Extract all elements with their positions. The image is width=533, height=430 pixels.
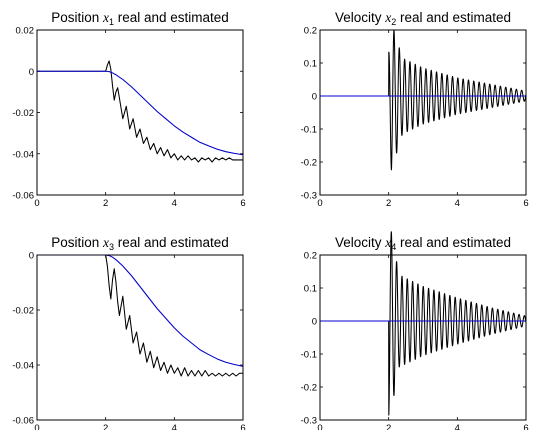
chart-title-suffix: real and estimated [396, 10, 511, 25]
y-tick-label: 0 [312, 92, 317, 103]
y-tick-label: -0.06 [12, 416, 34, 427]
x-tick-label: 4 [172, 198, 177, 209]
chart-title-var: x [102, 235, 109, 250]
y-tick-label: 0 [29, 251, 34, 262]
plot-frame [36, 254, 244, 421]
x-tick-label: 0 [34, 423, 39, 430]
estimated-series-line [37, 254, 244, 367]
x-tick-label: 6 [240, 198, 245, 209]
y-tick-label: 0.1 [304, 59, 317, 70]
real-series-line [320, 29, 527, 171]
y-tick-label: 0.02 [16, 26, 35, 37]
chart-title-suffix: real and estimated [114, 10, 229, 25]
y-tick-label: -0.1 [301, 125, 317, 136]
plot-frame-outline [319, 254, 527, 421]
series-group [320, 29, 527, 171]
series-group [320, 231, 527, 416]
chart-title-prefix: Position [51, 235, 103, 250]
chart-title: Position x1 real and estimated [51, 10, 229, 27]
y-tick-label: 0 [312, 317, 317, 328]
chart-1: 0 2 4 6 -0.06 -0.04 -0.02 0 0.02 Position x1 real… [12, 10, 245, 209]
y-tick-label: -0.04 [12, 149, 34, 160]
chart-title-prefix: Velocity [335, 235, 385, 250]
chart-title-var: x [384, 235, 391, 250]
plot-frame [36, 29, 244, 196]
x-tick-label: 4 [455, 423, 460, 430]
y-tick-label: -0.2 [301, 158, 317, 169]
x-tick-label: 6 [240, 423, 245, 430]
chart-title: Velocity x2 real and estimated [335, 10, 511, 27]
y-tick-label: 0.2 [304, 251, 317, 262]
y-tick-label: -0.02 [12, 306, 34, 317]
plot-frame [319, 254, 527, 421]
chart-title: Position x3 real and estimated [51, 235, 229, 252]
y-tick-label: 0.2 [304, 26, 317, 37]
y-tick-label: -0.06 [12, 191, 34, 202]
x-tick-label: 0 [317, 423, 322, 430]
series-group [37, 254, 244, 377]
real-series-line [37, 254, 243, 377]
plot-frame-outline [36, 29, 244, 196]
chart-title-var: x [384, 10, 391, 25]
series-group [37, 60, 244, 163]
estimated-series-line [37, 70, 244, 156]
x-tick-label: 6 [523, 423, 528, 430]
chart-title-sub: 3 [109, 242, 114, 252]
x-tick-label: 4 [455, 198, 460, 209]
x-tick-label: 2 [103, 198, 108, 209]
plot-frame [319, 29, 527, 196]
y-tick-label: -0.2 [301, 383, 317, 394]
y-tick-label: 0 [29, 67, 34, 78]
x-tick-label: 2 [386, 198, 391, 209]
chart-3: 0 2 4 6 -0.06 -0.04 -0.02 0 Position x3 real and… [12, 235, 245, 430]
chart-title-suffix: real and estimated [396, 235, 511, 250]
y-tick-label: -0.3 [301, 191, 317, 202]
x-tick-label: 2 [103, 423, 108, 430]
x-tick-label: 0 [317, 198, 322, 209]
chart-title-sub: 1 [109, 17, 114, 27]
plot-frame-outline [319, 29, 527, 196]
y-tick-label: -0.04 [12, 361, 34, 372]
chart-title-suffix: real and estimated [114, 235, 229, 250]
chart-title-sub: 2 [391, 17, 396, 27]
x-tick-label: 0 [34, 198, 39, 209]
y-tick-label: -0.1 [301, 350, 317, 361]
x-tick-label: 2 [386, 423, 391, 430]
real-series-line [37, 60, 243, 163]
chart-title: Velocity x4 real and estimated [335, 235, 511, 252]
y-tick-label: 0.1 [304, 284, 317, 295]
chart-title-prefix: Velocity [335, 10, 385, 25]
chart-title-sub: 4 [391, 242, 396, 252]
chart-title-prefix: Position [51, 10, 103, 25]
y-tick-label: -0.3 [301, 416, 317, 427]
y-tick-label: -0.02 [12, 108, 34, 119]
plot-frame-outline [36, 254, 244, 421]
real-series-line [320, 231, 527, 416]
x-tick-label: 6 [523, 198, 528, 209]
x-tick-label: 4 [172, 423, 177, 430]
chart-title-var: x [102, 10, 109, 25]
